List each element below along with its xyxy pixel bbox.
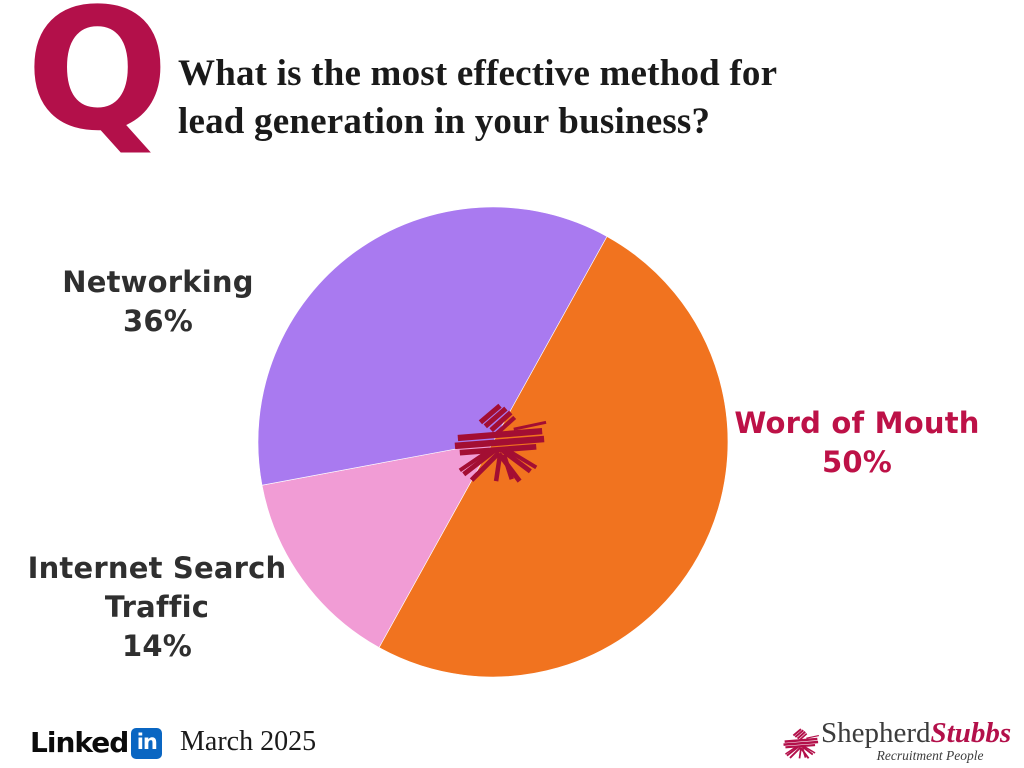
- pie-label-line: 36%: [122, 304, 194, 338]
- shepherd-stubbs-logo: ShepherdStubbs Recruitment People: [782, 718, 1011, 764]
- linkedin-in-icon: in: [131, 727, 163, 759]
- pie-label-networking: Networking 36%: [62, 263, 253, 341]
- brand-tagline: Recruitment People: [876, 748, 984, 763]
- page-title: What is the most effective method for le…: [178, 50, 777, 146]
- brand-text: ShepherdStubbs Recruitment People: [821, 718, 1011, 763]
- linkedin-logo: Linked in: [30, 726, 163, 759]
- pie-label-line: Traffic: [104, 590, 210, 624]
- brand-name-regular: Shepherd: [821, 717, 931, 749]
- pie-label-line: 14%: [121, 629, 192, 663]
- linkedin-wordmark: Linked: [30, 726, 129, 759]
- pie-label-line: Word of Mouth: [734, 406, 980, 440]
- pie-label-internet-search-traffic: Internet Search Traffic 14%: [28, 549, 287, 666]
- question-line-1: What is the most effective method for: [178, 53, 778, 94]
- scribble-man-logo-icon: [782, 720, 820, 764]
- date-label: March 2025: [180, 726, 317, 757]
- pie-label-line: Networking: [62, 265, 254, 299]
- scribble-man-icon: [450, 390, 550, 488]
- pie-label-word-of-mouth: Word of Mouth 50%: [734, 404, 979, 482]
- pie-slice-networking: [257, 206, 608, 486]
- brand-name: ShepherdStubbs: [821, 718, 1011, 748]
- question-mark-logo: Q: [26, 0, 169, 168]
- pie-slice-word-of-mouth: [378, 236, 729, 678]
- question-line-2: lead generation in your business?: [178, 101, 711, 142]
- brand-name-italic: Stubbs: [930, 717, 1012, 749]
- pie-slice-internet-search-traffic: [261, 441, 494, 648]
- pie-label-line: 50%: [821, 445, 892, 479]
- pie-label-line: Internet Search: [27, 551, 287, 585]
